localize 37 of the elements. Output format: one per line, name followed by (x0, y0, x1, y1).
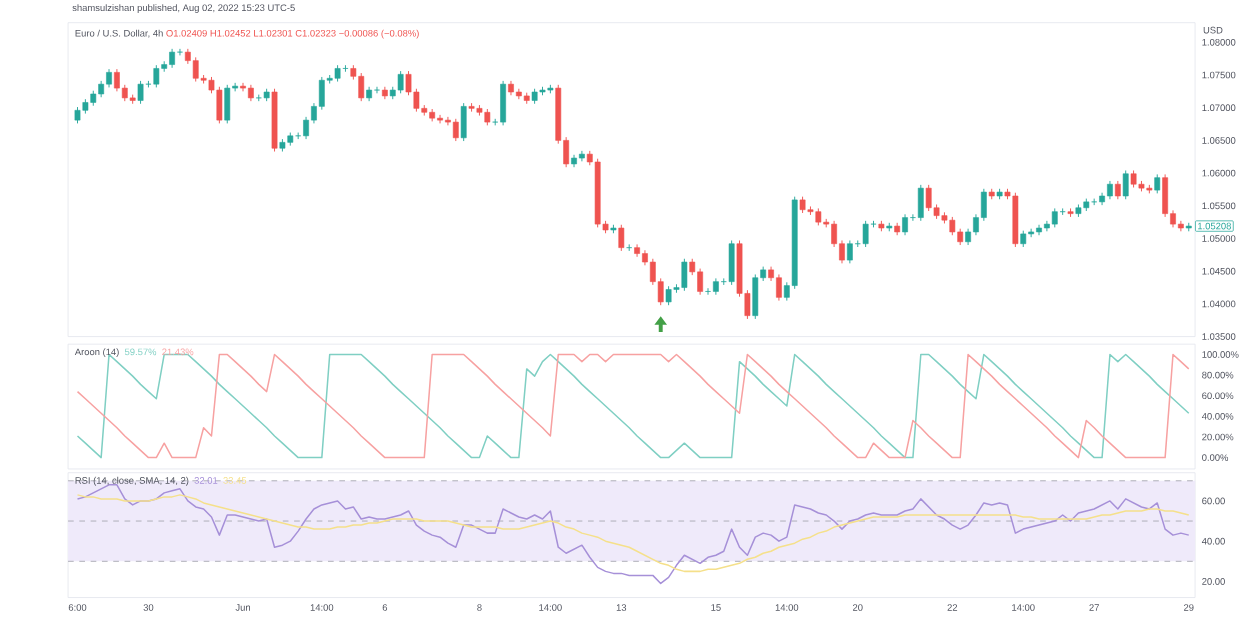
candlestick (177, 48, 183, 57)
candlestick (925, 184, 932, 212)
candlestick (728, 240, 735, 286)
candlestick (752, 274, 759, 320)
candlestick (697, 268, 704, 296)
candlestick (1107, 180, 1113, 201)
candlestick (1114, 180, 1121, 201)
candlestick (681, 258, 688, 292)
candlestick (618, 224, 625, 252)
candlestick (358, 72, 365, 103)
candlestick (114, 69, 120, 93)
candlestick (460, 103, 467, 142)
candlestick (137, 80, 144, 105)
candlestick (1154, 174, 1161, 195)
candlestick (665, 286, 672, 307)
candlestick (397, 70, 404, 95)
candlestick (846, 240, 853, 265)
candlestick (452, 118, 459, 142)
candlestick (862, 220, 869, 248)
candlestick (705, 288, 711, 296)
candlestick (153, 65, 160, 89)
candlestick (1051, 208, 1058, 229)
candlestick (224, 84, 231, 125)
candlestick (500, 80, 506, 127)
candlestick (106, 69, 112, 89)
candlestick (1122, 170, 1129, 201)
candlestick (917, 184, 924, 222)
candlestick (374, 86, 380, 95)
candlestick (634, 244, 640, 258)
candlestick (216, 86, 223, 125)
candlestick (1162, 174, 1169, 218)
candlestick (169, 48, 175, 69)
candlestick (1012, 192, 1019, 248)
candlestick (902, 214, 908, 237)
candlestick (192, 57, 199, 83)
candlestick (776, 274, 782, 302)
candlestick (949, 216, 956, 237)
